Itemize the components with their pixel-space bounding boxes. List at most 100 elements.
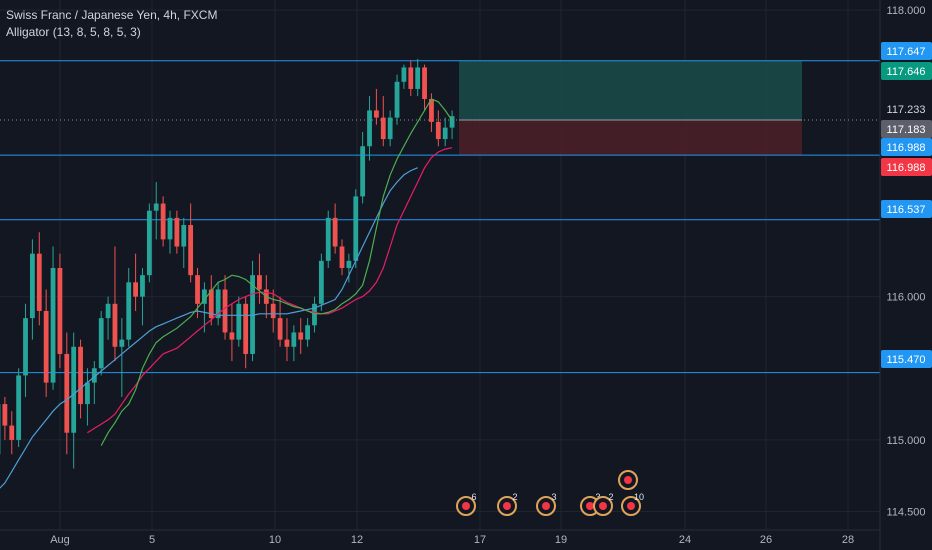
event-marker[interactable]: 2 bbox=[593, 492, 614, 516]
price-label-level[interactable]: 116.537 bbox=[881, 200, 932, 218]
alligator-lines bbox=[0, 98, 453, 489]
price-label-level[interactable]: 116.988 bbox=[881, 138, 932, 156]
price-label-level[interactable]: 115.470 bbox=[881, 350, 932, 368]
candle-body bbox=[277, 318, 283, 340]
candles bbox=[0, 58, 455, 469]
candle-body bbox=[2, 404, 8, 426]
candle-body bbox=[9, 425, 15, 440]
alligator-jaw-line bbox=[0, 167, 418, 489]
event-marker-count: 3 bbox=[595, 492, 600, 502]
event-marker[interactable] bbox=[618, 470, 638, 490]
candle-body bbox=[188, 225, 194, 276]
candle-body bbox=[160, 203, 166, 240]
time-tick-label: 10 bbox=[269, 534, 281, 546]
event-markers[interactable]: 6 2 3 3 2 10 bbox=[456, 470, 644, 516]
candle-body bbox=[98, 318, 104, 369]
candle-body bbox=[112, 303, 118, 347]
candle-body bbox=[153, 203, 159, 211]
price-label-bg bbox=[881, 42, 932, 60]
candle-body bbox=[195, 275, 200, 304]
price-label-text: 117.233 bbox=[887, 104, 926, 116]
event-marker[interactable]: 2 bbox=[497, 492, 518, 516]
candle-body bbox=[126, 282, 132, 340]
candle-body bbox=[43, 310, 49, 383]
candle-body bbox=[167, 217, 173, 240]
candle-body bbox=[325, 217, 331, 261]
candle-body bbox=[229, 332, 235, 340]
event-marker[interactable]: 6 bbox=[456, 492, 477, 516]
event-marker-dot bbox=[627, 502, 635, 510]
time-tick-label: 19 bbox=[555, 534, 567, 546]
event-marker-count: 2 bbox=[512, 492, 517, 502]
candle-body bbox=[250, 275, 255, 354]
symbol-title[interactable]: Swiss Franc / Japanese Yen, 4h, FXCM bbox=[6, 8, 218, 22]
candle-body bbox=[394, 81, 400, 118]
price-tick-label: 115.000 bbox=[887, 435, 926, 447]
event-marker[interactable]: 3 bbox=[536, 492, 557, 516]
event-marker-dot bbox=[599, 502, 607, 510]
candle-body bbox=[449, 116, 455, 128]
candle-body bbox=[332, 217, 338, 247]
time-tick-label: 28 bbox=[842, 534, 854, 546]
event-marker-count: 3 bbox=[551, 492, 556, 502]
candle-body bbox=[422, 67, 427, 99]
event-marker-count: 2 bbox=[608, 492, 613, 502]
horizontal-levels[interactable] bbox=[0, 60, 880, 374]
candle-body bbox=[401, 67, 407, 82]
candle-body bbox=[208, 289, 214, 319]
candle-body bbox=[298, 332, 304, 340]
take-profit-zone bbox=[459, 60, 802, 121]
candle-body bbox=[23, 318, 28, 376]
candle-body bbox=[284, 339, 290, 347]
price-label-sl[interactable]: 116.988 bbox=[881, 158, 932, 176]
candle-body bbox=[236, 303, 242, 340]
candle-body bbox=[408, 67, 414, 89]
position-zones bbox=[0, 60, 880, 156]
indicator-label[interactable]: Alligator (13, 8, 5, 8, 5, 3) bbox=[6, 25, 141, 39]
event-marker-dot bbox=[462, 502, 470, 510]
candle-body bbox=[91, 368, 97, 383]
candle-body bbox=[85, 382, 90, 405]
price-label-bg bbox=[881, 200, 932, 218]
chart-legend: Swiss Franc / Japanese Yen, 4h, FXCM All… bbox=[6, 7, 217, 41]
price-label-text: 116.988 bbox=[887, 162, 926, 174]
candle-body bbox=[291, 332, 297, 347]
event-marker-dot bbox=[586, 502, 594, 510]
price-label-current[interactable]: 117.183 bbox=[881, 120, 932, 138]
candle-body bbox=[270, 303, 276, 319]
candle-body bbox=[57, 268, 63, 354]
candle-body bbox=[257, 275, 262, 290]
candle-body bbox=[380, 117, 386, 140]
candle-body bbox=[429, 98, 434, 122]
candle-body bbox=[442, 127, 448, 140]
candle-body bbox=[215, 289, 221, 319]
event-marker-dot bbox=[624, 476, 632, 484]
price-label-tp[interactable]: 117.646 bbox=[881, 62, 932, 80]
candle-body bbox=[30, 253, 35, 319]
candle-body bbox=[78, 346, 83, 405]
price-label-entry[interactable]: 117.233 bbox=[881, 100, 932, 118]
candle-body bbox=[202, 289, 207, 304]
price-tick-label: 118.000 bbox=[887, 5, 926, 17]
candle-body bbox=[243, 303, 249, 354]
time-tick-label: 12 bbox=[351, 534, 363, 546]
price-label-bg bbox=[881, 138, 932, 156]
price-axis-bg bbox=[880, 0, 932, 550]
event-marker[interactable]: 10 bbox=[621, 492, 644, 516]
price-label-text: 116.537 bbox=[887, 204, 926, 216]
price-tick-label: 116.000 bbox=[887, 292, 926, 304]
candle-body bbox=[146, 210, 152, 276]
event-marker-count: 10 bbox=[634, 492, 644, 502]
event-marker-dot bbox=[542, 502, 550, 510]
candle-body bbox=[71, 346, 77, 433]
candle-body bbox=[133, 282, 138, 297]
price-label-bg bbox=[881, 100, 932, 118]
candle-body bbox=[387, 117, 393, 140]
price-label-level[interactable]: 117.647 bbox=[881, 42, 932, 60]
event-marker-count: 6 bbox=[471, 492, 476, 502]
candle-body bbox=[312, 303, 317, 326]
candle-body bbox=[140, 275, 145, 297]
price-tick-label: 114.500 bbox=[887, 507, 926, 519]
candle-body bbox=[174, 217, 180, 247]
